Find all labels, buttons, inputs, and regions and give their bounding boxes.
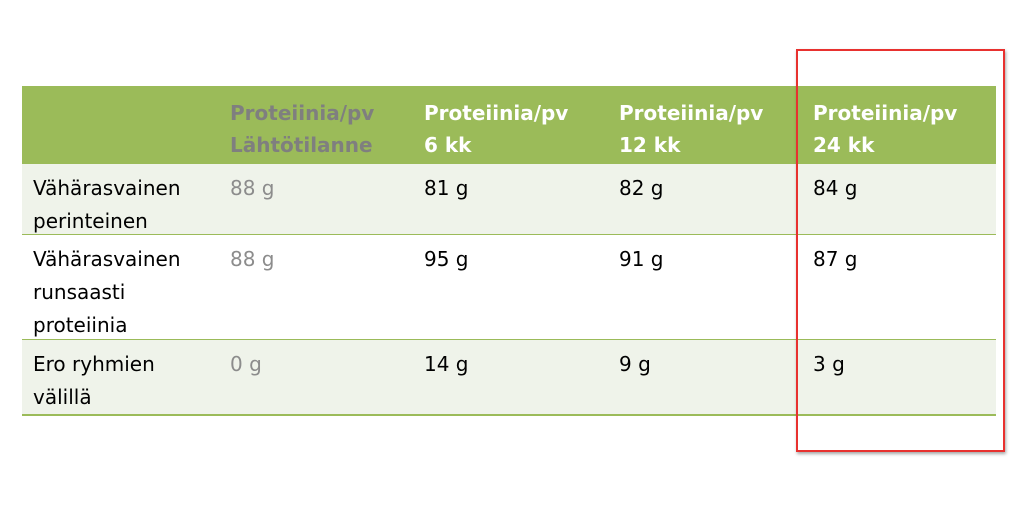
row-label-line: Vähärasvainen: [33, 176, 181, 200]
value-6kk-cell: 81 g: [424, 176, 469, 200]
row-label-line: runsaasti: [33, 280, 126, 304]
row-label-cell: Vähärasvainen runsaasti proteiinia: [22, 235, 219, 339]
value-24kk-cell: 84 g: [813, 176, 858, 200]
value-12kk-cell: 91 g: [619, 247, 664, 271]
value-12kk-cell: 9 g: [619, 352, 651, 376]
table-row: Vähärasvainen runsaasti proteiinia 88 g …: [22, 234, 996, 339]
table-header-row: Proteiinia/pv Lähtötilanne Proteiinia/pv…: [22, 86, 996, 163]
baseline-value-cell: 0 g: [230, 352, 262, 376]
baseline-value-cell: 88 g: [230, 176, 275, 200]
header-24kk-line1: Proteiinia/pv: [813, 101, 958, 125]
row-label-line: Vähärasvainen: [33, 247, 181, 271]
value-12kk-cell: 82 g: [619, 176, 664, 200]
row-label-line: perinteinen: [33, 209, 148, 233]
header-cell-baseline: Proteiinia/pv Lähtötilanne: [219, 86, 413, 163]
header-24kk-line2: 24 kk: [813, 133, 875, 157]
header-baseline-line2: Lähtötilanne: [230, 133, 373, 157]
value-24kk-cell: 3 g: [813, 352, 845, 376]
header-baseline-line1: Proteiinia/pv: [230, 101, 375, 125]
baseline-value-cell: 88 g: [230, 247, 275, 271]
header-cell-24kk: Proteiinia/pv 24 kk: [802, 86, 996, 163]
row-label-cell: Ero ryhmien välillä: [22, 340, 219, 414]
header-12kk-line1: Proteiinia/pv: [619, 101, 764, 125]
header-cell-6kk: Proteiinia/pv 6 kk: [413, 86, 608, 163]
header-6kk-line1: Proteiinia/pv: [424, 101, 569, 125]
header-cell-12kk: Proteiinia/pv 12 kk: [608, 86, 802, 163]
row-label-line: välillä: [33, 385, 92, 409]
table-row: Vähärasvainen perinteinen 88 g 81 g 82 g…: [22, 163, 996, 234]
value-6kk-cell: 14 g: [424, 352, 469, 376]
header-cell-empty: [22, 86, 219, 163]
value-24kk-cell: 87 g: [813, 247, 858, 271]
header-6kk-line2: 6 kk: [424, 133, 472, 157]
row-label-line: proteiinia: [33, 313, 128, 337]
value-6kk-cell: 95 g: [424, 247, 469, 271]
row-label-line: Ero ryhmien: [33, 352, 155, 376]
table-row: Ero ryhmien välillä 0 g 14 g 9 g 3 g: [22, 339, 996, 414]
highlight-box-24kk-column: [796, 49, 1005, 452]
row-label-cell: Vähärasvainen perinteinen: [22, 164, 219, 234]
protein-table: Proteiinia/pv Lähtötilanne Proteiinia/pv…: [22, 86, 996, 416]
header-12kk-line2: 12 kk: [619, 133, 681, 157]
